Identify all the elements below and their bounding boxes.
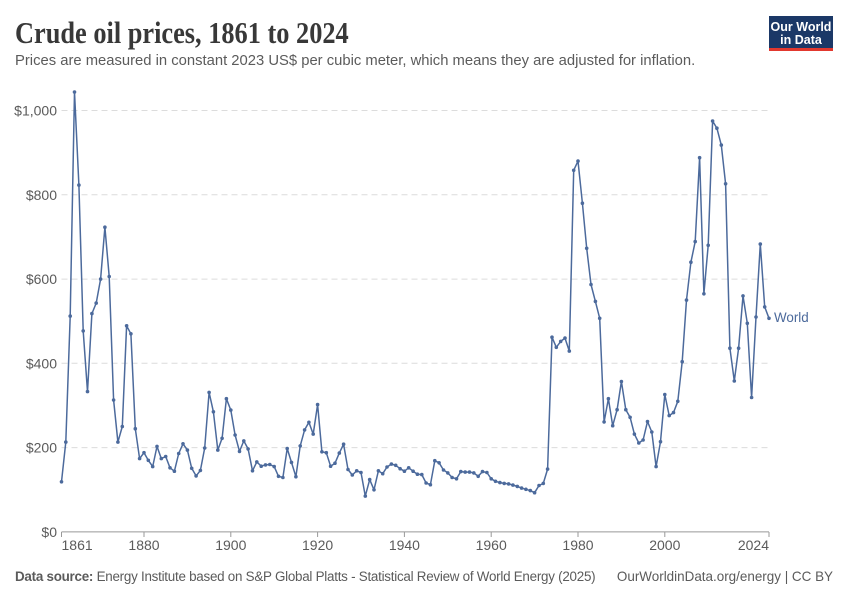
svg-text:2024: 2024 [738, 537, 769, 553]
svg-text:1900: 1900 [215, 537, 246, 553]
svg-text:1960: 1960 [476, 537, 507, 553]
svg-text:$0: $0 [41, 524, 57, 540]
svg-text:1861: 1861 [62, 537, 93, 553]
svg-text:$400: $400 [26, 355, 57, 371]
svg-text:$800: $800 [26, 187, 57, 203]
svg-text:World: World [774, 310, 809, 325]
svg-text:2000: 2000 [649, 537, 680, 553]
svg-text:$600: $600 [26, 271, 57, 287]
svg-text:$1,000: $1,000 [14, 103, 57, 119]
svg-text:1980: 1980 [562, 537, 593, 553]
svg-text:1920: 1920 [302, 537, 333, 553]
svg-text:$200: $200 [26, 440, 57, 456]
svg-text:1940: 1940 [389, 537, 420, 553]
svg-text:1880: 1880 [128, 537, 159, 553]
